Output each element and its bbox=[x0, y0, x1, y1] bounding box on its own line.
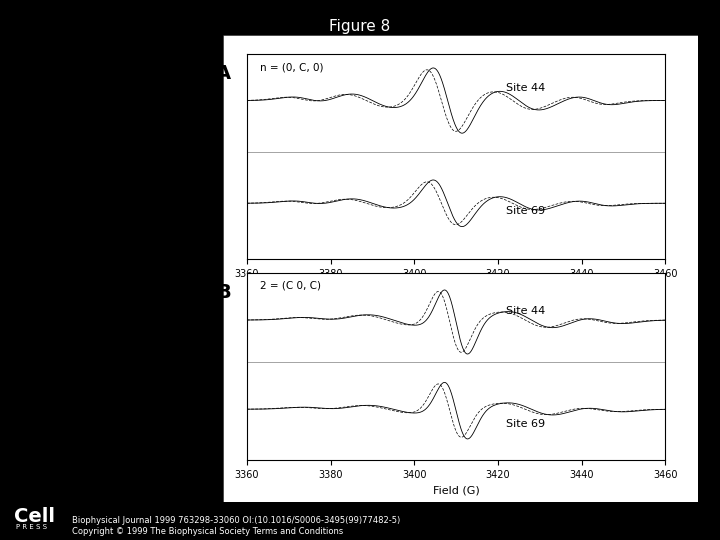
Text: P R E S S: P R E S S bbox=[16, 524, 47, 530]
Text: Site 69: Site 69 bbox=[506, 418, 545, 429]
Text: Site 69: Site 69 bbox=[506, 206, 545, 216]
Text: Site 44: Site 44 bbox=[506, 83, 546, 93]
Text: Figure 8: Figure 8 bbox=[329, 19, 391, 34]
Text: Site 44: Site 44 bbox=[506, 306, 546, 316]
Text: Biophysical Journal 1999 763298-33060 OI:(10.1016/S0006-3495(99)77482-5): Biophysical Journal 1999 763298-33060 OI… bbox=[72, 516, 400, 525]
Text: A: A bbox=[216, 64, 231, 83]
X-axis label: Field (G): Field (G) bbox=[433, 285, 480, 295]
X-axis label: Field (G): Field (G) bbox=[433, 485, 480, 495]
Text: Cell: Cell bbox=[14, 507, 55, 525]
Text: B: B bbox=[216, 282, 230, 302]
Text: 2 = (C 0, C): 2 = (C 0, C) bbox=[259, 280, 320, 291]
Text: n = (0, C, 0): n = (0, C, 0) bbox=[259, 62, 323, 72]
Text: Copyright © 1999 The Biophysical Society Terms and Conditions: Copyright © 1999 The Biophysical Society… bbox=[72, 526, 343, 536]
